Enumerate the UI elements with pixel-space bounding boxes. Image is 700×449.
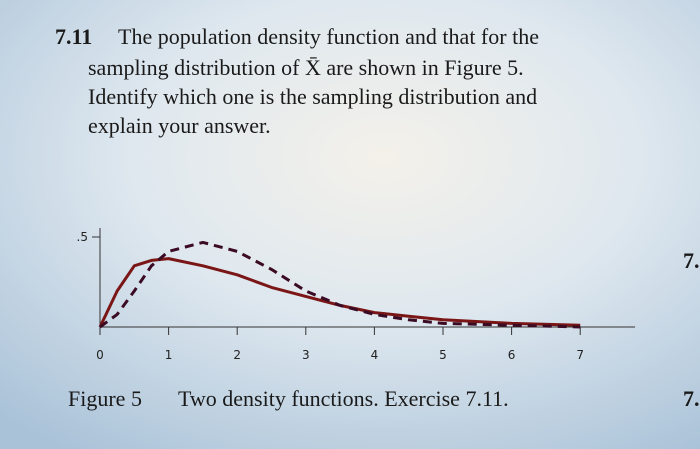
margin-mark: 7. (683, 386, 700, 411)
x-tick-label: 0 (96, 348, 104, 362)
density-curve (98, 257, 581, 328)
x-tick-label: 3 (302, 348, 310, 362)
caption-label: Figure 5 (68, 386, 142, 411)
x-tick-label: 5 (439, 348, 447, 362)
x-tick-label: 7 (576, 348, 584, 362)
chart: 0 1 2 3 4 5 6 7 .5 (77, 228, 636, 362)
exercise-line: explain your answer. (88, 113, 271, 138)
exercise-line: The population density function and that… (118, 24, 539, 49)
margin-mark: 7. (683, 248, 700, 273)
exercise-line: Identify which one is the sampling distr… (88, 84, 537, 109)
density-curve (99, 240, 581, 329)
x-tick-label: 4 (371, 348, 379, 362)
caption-text: Two density functions. Exercise 7.11. (178, 386, 509, 411)
exercise-line: sampling distribution of X̄ are shown in… (88, 55, 524, 80)
y-tick-label: .5 (77, 230, 88, 244)
x-tick-label: 6 (508, 348, 516, 362)
exercise-number: 7.11 (55, 24, 92, 49)
x-tick-label: 2 (233, 348, 241, 362)
x-tick-label: 1 (165, 348, 173, 362)
